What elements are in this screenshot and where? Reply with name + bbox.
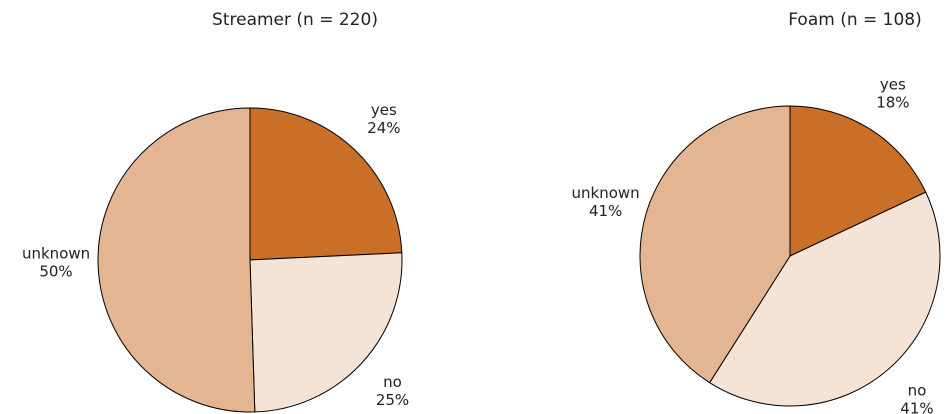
slice-label: yes bbox=[371, 101, 397, 119]
slice-value-label: 50% bbox=[39, 263, 72, 281]
slice-value-label: 18% bbox=[876, 93, 909, 111]
slice-label: yes bbox=[880, 75, 906, 93]
slice-label: no bbox=[908, 382, 927, 400]
slice-value-label: 24% bbox=[367, 119, 400, 137]
pie-slice bbox=[249, 252, 403, 413]
pie-slice bbox=[789, 105, 927, 257]
pie-slice bbox=[708, 191, 941, 407]
slice-value-label: 41% bbox=[589, 202, 622, 220]
chart-title: Foam (n = 108) bbox=[788, 10, 922, 30]
chart-title: Streamer (n = 220) bbox=[212, 10, 378, 30]
slice-label: unknown bbox=[572, 184, 640, 202]
slice-value-label: 41% bbox=[900, 400, 933, 414]
slice-label: unknown bbox=[22, 245, 90, 263]
pie-slice bbox=[97, 107, 256, 413]
slice-label: no bbox=[383, 373, 402, 391]
slice-value-label: 25% bbox=[376, 391, 409, 409]
pie-slice bbox=[249, 107, 403, 261]
pie-slice bbox=[639, 105, 791, 384]
